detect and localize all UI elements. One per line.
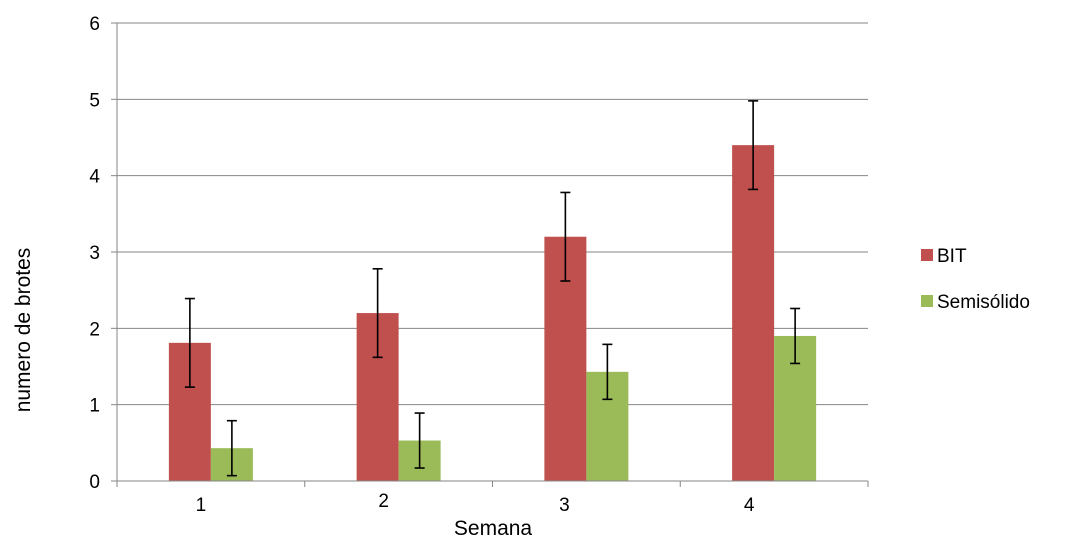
y-axis-title: numero de brotes (12, 248, 35, 413)
legend-swatch-semisolido (921, 295, 933, 307)
bars (168, 145, 817, 481)
x-tick-label-1: 1 (196, 495, 207, 516)
legend: BIT Semisólido (921, 246, 1030, 313)
y-tick-label-2: 2 (89, 319, 100, 340)
error-bars (184, 100, 801, 477)
bar-bit-4 (732, 145, 775, 481)
y-tick-labels: 0 1 2 3 4 5 6 (89, 14, 100, 493)
y-tick-label-1: 1 (89, 396, 100, 417)
y-tick-label-6: 6 (89, 14, 100, 35)
x-tick-label-3: 3 (559, 495, 570, 516)
y-tick-label-0: 0 (89, 472, 100, 493)
legend-label-semisolido: Semisólido (937, 292, 1030, 313)
y-tick-label-3: 3 (89, 243, 100, 264)
y-tick-label-4: 4 (89, 167, 100, 188)
x-tick-label-4: 4 (744, 495, 755, 516)
legend-label-bit: BIT (937, 246, 967, 267)
x-tick-labels: 1 2 3 4 (196, 491, 755, 516)
y-tick-label-5: 5 (89, 90, 100, 111)
x-tick-label-2: 2 (378, 491, 389, 512)
legend-swatch-bit (921, 249, 933, 261)
x-axis-title: Semana (454, 517, 533, 540)
axes (111, 22, 869, 487)
